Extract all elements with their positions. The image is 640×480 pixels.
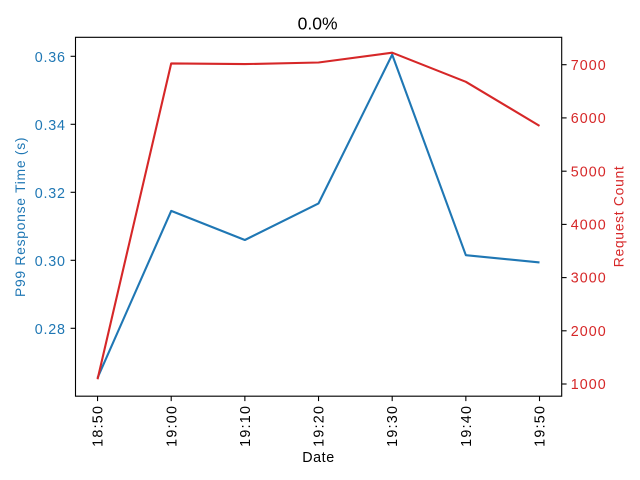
svg-text:5000: 5000 — [571, 164, 607, 180]
svg-text:0.34: 0.34 — [35, 118, 66, 134]
svg-text:19:40: 19:40 — [459, 405, 475, 447]
svg-text:7000: 7000 — [571, 58, 607, 74]
svg-text:P99 Response Time (s): P99 Response Time (s) — [12, 137, 28, 297]
svg-text:0.36: 0.36 — [35, 50, 66, 66]
svg-text:18:50: 18:50 — [91, 405, 107, 447]
svg-text:19:10: 19:10 — [238, 405, 254, 447]
svg-text:19:50: 19:50 — [533, 405, 549, 447]
svg-text:3000: 3000 — [571, 271, 607, 287]
svg-text:19:20: 19:20 — [312, 405, 328, 447]
svg-text:19:30: 19:30 — [385, 405, 401, 447]
svg-text:0.32: 0.32 — [35, 186, 66, 202]
svg-text:2000: 2000 — [571, 324, 607, 340]
svg-text:19:00: 19:00 — [164, 405, 180, 447]
svg-text:0.28: 0.28 — [35, 322, 66, 338]
svg-text:0.30: 0.30 — [35, 254, 66, 270]
svg-text:0.0%: 0.0% — [298, 14, 338, 34]
svg-text:1000: 1000 — [571, 377, 607, 393]
svg-text:Date: Date — [302, 450, 334, 466]
svg-text:Request Count: Request Count — [611, 166, 627, 268]
svg-text:6000: 6000 — [571, 111, 607, 127]
svg-text:4000: 4000 — [571, 217, 607, 233]
